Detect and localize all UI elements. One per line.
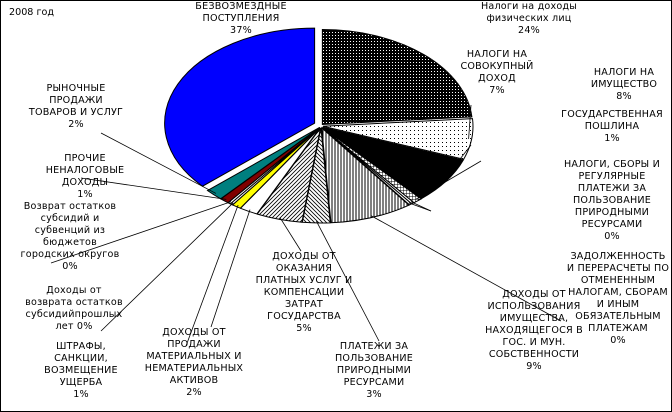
leader-line-6 bbox=[370, 215, 562, 322]
slice-label-text-1: НАЛОГИ НА СОВОКУПНЫЙ ДОХОД bbox=[460, 49, 534, 84]
pie-slice-0 bbox=[321, 29, 473, 126]
leader-line-8 bbox=[279, 217, 302, 252]
leader-line-2 bbox=[443, 144, 472, 181]
pie-slice-2 bbox=[322, 126, 465, 200]
leader-line-11 bbox=[100, 202, 234, 332]
slice-label-text-10: ШТРАФЫ, САНКЦИИ, ВОЗМЕЩЕНИЕ УЩЕРБА bbox=[44, 341, 118, 388]
slice-label-percent-14: 2% bbox=[68, 119, 84, 130]
leader-line-12 bbox=[50, 201, 232, 264]
slice-label-percent-8: 5% bbox=[296, 323, 312, 334]
chart-title: 2008 год bbox=[9, 7, 55, 18]
slice-label-10: ШТРАФЫ, САНКЦИИ, ВОЗМЕЩЕНИЕ УЩЕРБА 1% bbox=[41, 341, 121, 401]
slice-label-text-12: Возврат остатков субсидий и субвенций из… bbox=[20, 201, 120, 260]
slice-label-3: ГОСУДАРСТВЕННАЯ ПОШЛИНА 1% bbox=[557, 109, 667, 145]
slice-label-text-11: Доходы от возврата остатков субсидийпрош… bbox=[25, 285, 123, 332]
slice-label-14: РЫНОЧНЫЕ ПРОДАЖИ ТОВАРОВ И УСЛУГ 2% bbox=[21, 83, 131, 131]
slice-label-percent-11: 0% bbox=[76, 321, 93, 332]
slice-label-text-2: НАЛОГИ НА ИМУЩЕСТВО bbox=[590, 67, 658, 90]
slice-label-15: БЕЗВОЗМЕЗДНЫЕ ПОСТУПЛЕНИЯ 37% bbox=[181, 1, 301, 37]
slice-label-text-0: Налоги на доходы физических лиц bbox=[480, 1, 578, 24]
slice-label-13: ПРОЧИЕ НЕНАЛОГОВЫЕ ДОХОДЫ 1% bbox=[45, 153, 125, 201]
leader-line-9 bbox=[210, 209, 251, 328]
slice-label-percent-12: 0% bbox=[62, 261, 78, 272]
slice-label-percent-1: 7% bbox=[489, 85, 505, 96]
leader-line-3 bbox=[415, 160, 482, 200]
slice-label-percent-4: 0% bbox=[604, 231, 620, 242]
leader-line-14 bbox=[100, 132, 217, 194]
slice-label-percent-2: 8% bbox=[616, 91, 632, 102]
slice-label-5: ЗАДОЛЖЕННОСТЬ И ПЕРЕРАСЧЕТЫ ПО ОТМЕНЕННЫ… bbox=[563, 251, 672, 347]
slice-label-2: НАЛОГИ НА ИМУЩЕСТВО 8% bbox=[579, 67, 669, 103]
leader-line-10 bbox=[185, 204, 239, 347]
pie-slice-7 bbox=[301, 127, 331, 224]
slice-label-percent-15: 37% bbox=[230, 25, 252, 36]
slice-label-1: НАЛОГИ НА СОВОКУПНЫЙ ДОХОД 7% bbox=[457, 49, 537, 97]
slice-label-7: ПЛАТЕЖИ ЗА ПОЛЬЗОВАНИЕ ПРИРОДНЫМИ РЕСУРС… bbox=[329, 341, 419, 401]
slice-label-text-7: ПЛАТЕЖИ ЗА ПОЛЬЗОВАНИЕ ПРИРОДНЫМИ РЕСУРС… bbox=[334, 341, 414, 388]
slice-label-9: ДОХОДЫ ОТ ПРОДАЖИ МАТЕРИАЛЬНЫХ И НЕМАТЕР… bbox=[139, 327, 249, 399]
pie-slice-1 bbox=[322, 118, 474, 160]
slice-label-text-5: ЗАДОЛЖЕННОСТЬ И ПЕРЕРАСЧЕТЫ ПО ОТМЕНЕННЫ… bbox=[566, 251, 670, 334]
slice-label-text-8: ДОХОДЫ ОТ ОКАЗАНИЯ ПЛАТНЫХ УСЛУГ И КОМПЕ… bbox=[255, 251, 353, 322]
leader-line-7 bbox=[316, 220, 380, 342]
slice-label-text-15: БЕЗВОЗМЕЗДНЫЕ ПОСТУПЛЕНИЯ bbox=[195, 1, 287, 24]
slice-label-8: ДОХОДЫ ОТ ОКАЗАНИЯ ПЛАТНЫХ УСЛУГ И КОМПЕ… bbox=[249, 251, 359, 335]
slice-label-text-9: ДОХОДЫ ОТ ПРОДАЖИ МАТЕРИАЛЬНЫХ И НЕМАТЕР… bbox=[144, 327, 244, 386]
slice-label-4: НАЛОГИ, СБОРЫ И РЕГУЛЯРНЫЕ ПЛАТЕЖИ ЗА ПО… bbox=[557, 159, 667, 243]
slice-label-text-4: НАЛОГИ, СБОРЫ И РЕГУЛЯРНЫЕ ПЛАТЕЖИ ЗА ПО… bbox=[564, 159, 660, 230]
slice-label-text-6: ДОХОДЫ ОТ ИСПОЛЬЗОВАНИЯ ИМУЩЕСТВА, НАХОД… bbox=[485, 289, 583, 360]
slice-label-text-3: ГОСУДАРСТВЕННАЯ ПОШЛИНА bbox=[561, 109, 663, 132]
slice-label-0: Налоги на доходы физических лиц 24% bbox=[469, 1, 589, 37]
slice-label-11: Доходы от возврата остатков субсидийпрош… bbox=[19, 285, 129, 333]
leader-line-1 bbox=[468, 104, 472, 139]
leader-line-13 bbox=[80, 177, 227, 200]
slice-label-percent-3: 1% bbox=[604, 133, 620, 144]
slice-label-percent-9: 2% bbox=[186, 387, 202, 398]
leader-line-5 bbox=[408, 202, 432, 212]
slice-label-percent-6: 9% bbox=[526, 361, 542, 372]
slice-label-text-13: ПРОЧИЕ НЕНАЛОГОВЫЕ ДОХОДЫ bbox=[45, 153, 125, 188]
slice-label-percent-7: 3% bbox=[366, 389, 382, 400]
pie-slice-6 bbox=[321, 126, 410, 224]
pie-slice-15 bbox=[164, 27, 316, 187]
slice-label-percent-10: 1% bbox=[73, 389, 89, 400]
slice-label-6: ДОХОДЫ ОТ ИСПОЛЬЗОВАНИЯ ИМУЩЕСТВА, НАХОД… bbox=[479, 289, 589, 373]
slice-label-percent-0: 24% bbox=[518, 25, 540, 36]
slice-label-12: Возврат остатков субсидий и субвенций из… bbox=[15, 201, 125, 273]
slice-label-text-14: РЫНОЧНЫЕ ПРОДАЖИ ТОВАРОВ И УСЛУГ bbox=[28, 83, 124, 118]
slice-label-percent-5: 0% bbox=[610, 335, 626, 346]
slice-label-percent-13: 1% bbox=[77, 189, 93, 200]
